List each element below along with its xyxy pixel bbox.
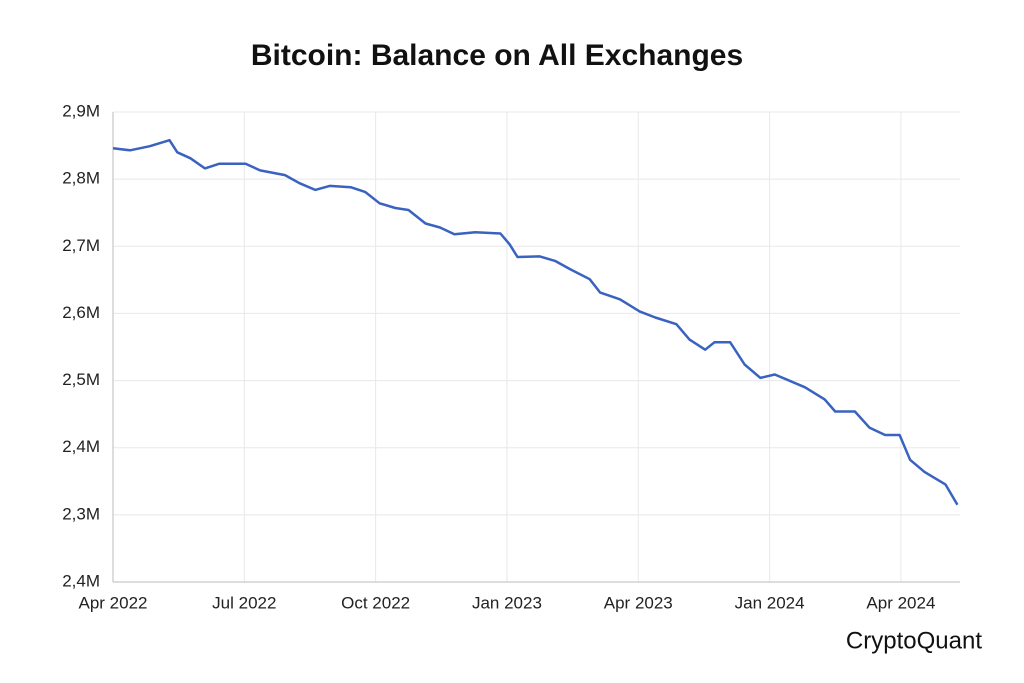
watermark: CryptoQuant — [846, 627, 982, 654]
data-line — [112, 138, 959, 506]
x-tick-label: Apr 2024 — [866, 593, 935, 612]
y-tick-label: 2,8M — [62, 169, 100, 188]
x-tick-label: Jul 2022 — [212, 593, 276, 612]
x-tick-label: Apr 2022 — [79, 593, 148, 612]
x-tick-label: Jan 2023 — [472, 593, 542, 612]
y-tick-label: 2,7M — [62, 236, 100, 255]
y-tick-label: 2,5M — [62, 370, 100, 389]
chart-title: Bitcoin: Balance on All Exchanges — [251, 39, 743, 72]
y-tick-label: 2,4M — [62, 571, 100, 590]
y-tick-label: 2,4M — [62, 437, 100, 456]
x-tick-label: Jan 2024 — [735, 593, 805, 612]
y-tick-label: 2,6M — [62, 303, 100, 322]
y-tick-label: 2,3M — [62, 504, 100, 523]
x-tick-label: Oct 2022 — [341, 593, 410, 612]
x-tick-label: Apr 2023 — [604, 593, 673, 612]
y-tick-label: 2,9M — [62, 101, 100, 120]
